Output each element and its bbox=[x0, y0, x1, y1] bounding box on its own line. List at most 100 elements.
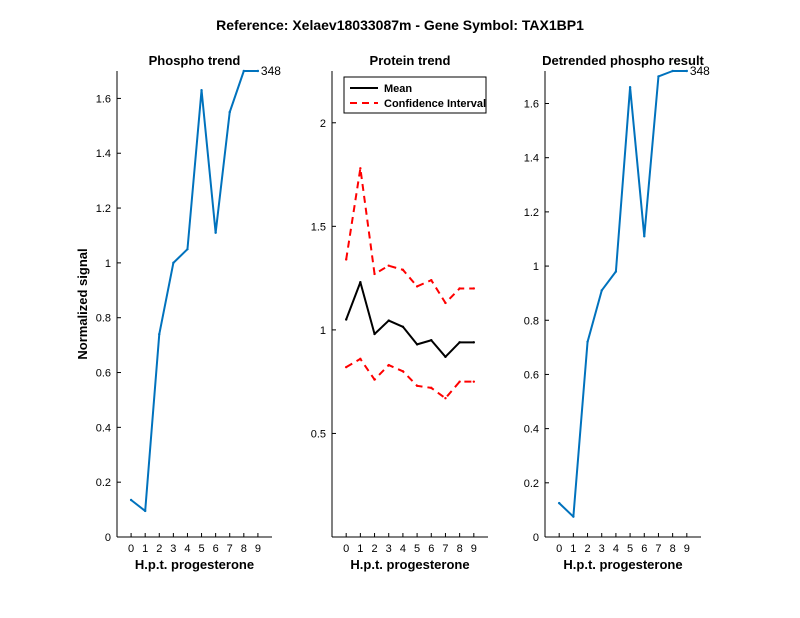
x-tick-label: 4 bbox=[613, 543, 619, 555]
y-tick-label: 0 bbox=[105, 532, 111, 544]
x-axis-label: H.p.t. progesterone bbox=[135, 557, 254, 572]
x-tick-label: 2 bbox=[371, 543, 377, 555]
x-tick-label: 4 bbox=[184, 543, 190, 555]
data-point bbox=[373, 333, 375, 335]
data-point bbox=[629, 86, 631, 88]
panel-1: 012345678900.20.40.60.811.21.41.6Phospho… bbox=[75, 53, 281, 572]
x-tick-label: 6 bbox=[213, 543, 219, 555]
x-tick-label: 0 bbox=[556, 543, 562, 555]
series-line bbox=[346, 359, 474, 398]
data-point bbox=[458, 380, 460, 382]
data-point bbox=[444, 356, 446, 358]
data-point bbox=[671, 70, 673, 72]
y-tick-label: 0.4 bbox=[96, 422, 111, 434]
legend: MeanConfidence Interval bbox=[344, 77, 486, 113]
data-point bbox=[657, 75, 659, 77]
data-point bbox=[601, 289, 603, 291]
data-point bbox=[643, 235, 645, 237]
series-2 bbox=[345, 167, 475, 304]
panel-3: 012345678900.20.40.60.811.21.41.6Detrend… bbox=[524, 53, 710, 572]
data-point bbox=[373, 273, 375, 275]
y-tick-label: 0.8 bbox=[524, 315, 539, 327]
data-point bbox=[130, 499, 132, 501]
data-point bbox=[345, 318, 347, 320]
data-point bbox=[473, 287, 475, 289]
data-point bbox=[430, 279, 432, 281]
data-point bbox=[229, 111, 231, 113]
data-point bbox=[458, 341, 460, 343]
y-tick-label: 1.2 bbox=[96, 203, 111, 215]
y-tick-label: 1.5 bbox=[311, 221, 326, 233]
data-point bbox=[430, 339, 432, 341]
x-tick-label: 8 bbox=[457, 543, 463, 555]
x-tick-label: 7 bbox=[442, 543, 448, 555]
x-tick-label: 6 bbox=[428, 543, 434, 555]
x-tick-label: 5 bbox=[627, 543, 633, 555]
y-tick-label: 0.6 bbox=[96, 368, 111, 380]
y-axis-label: Normalized signal bbox=[75, 248, 90, 359]
data-point bbox=[430, 387, 432, 389]
y-tick-label: 0.6 bbox=[524, 369, 539, 381]
y-tick-label: 0.5 bbox=[311, 428, 326, 440]
data-point bbox=[416, 285, 418, 287]
y-tick-label: 1.4 bbox=[96, 148, 111, 160]
data-point bbox=[186, 248, 188, 250]
x-tick-label: 7 bbox=[655, 543, 661, 555]
series-line bbox=[131, 71, 258, 511]
x-tick-label: 6 bbox=[641, 543, 647, 555]
y-tick-label: 2 bbox=[320, 118, 326, 130]
data-point bbox=[214, 232, 216, 234]
data-point bbox=[402, 269, 404, 271]
x-axis-label: H.p.t. progesterone bbox=[563, 557, 682, 572]
data-point bbox=[172, 262, 174, 264]
x-tick-label: 1 bbox=[357, 543, 363, 555]
y-tick-label: 0.2 bbox=[96, 477, 111, 489]
series-line bbox=[346, 168, 474, 303]
x-tick-label: 8 bbox=[241, 543, 247, 555]
x-tick-label: 8 bbox=[670, 543, 676, 555]
panel-title: Protein trend bbox=[370, 53, 451, 68]
series-1 bbox=[345, 281, 475, 358]
series-line bbox=[346, 282, 474, 357]
data-point bbox=[402, 370, 404, 372]
series-1: 348 bbox=[558, 64, 710, 518]
x-tick-label: 1 bbox=[142, 543, 148, 555]
data-point bbox=[158, 333, 160, 335]
x-tick-label: 0 bbox=[343, 543, 349, 555]
series-1: 348 bbox=[130, 64, 281, 512]
data-point bbox=[416, 385, 418, 387]
x-tick-label: 9 bbox=[255, 543, 261, 555]
data-point bbox=[144, 510, 146, 512]
data-point bbox=[373, 378, 375, 380]
data-point bbox=[473, 380, 475, 382]
data-point bbox=[558, 502, 560, 504]
x-tick-label: 3 bbox=[599, 543, 605, 555]
data-point bbox=[359, 358, 361, 360]
y-tick-label: 0 bbox=[533, 532, 539, 544]
data-point bbox=[686, 70, 688, 72]
figure-title: Reference: Xelaev18033087m - Gene Symbol… bbox=[216, 17, 584, 33]
data-point bbox=[388, 264, 390, 266]
panel-title: Detrended phospho result bbox=[542, 53, 704, 68]
x-tick-label: 4 bbox=[400, 543, 406, 555]
y-tick-label: 1 bbox=[533, 261, 539, 273]
x-tick-label: 0 bbox=[128, 543, 134, 555]
x-axis-label: H.p.t. progesterone bbox=[350, 557, 469, 572]
data-point bbox=[388, 364, 390, 366]
y-tick-label: 1 bbox=[105, 258, 111, 270]
y-tick-label: 0.2 bbox=[524, 478, 539, 490]
data-point bbox=[359, 167, 361, 169]
panel-2: 01234567890.511.52Protein trendH.p.t. pr… bbox=[311, 53, 488, 572]
data-point bbox=[402, 326, 404, 328]
y-tick-label: 1.6 bbox=[96, 93, 111, 105]
data-point bbox=[444, 302, 446, 304]
legend-entry: Mean bbox=[384, 83, 412, 95]
y-tick-label: 1.2 bbox=[524, 207, 539, 219]
x-tick-label: 5 bbox=[198, 543, 204, 555]
data-point bbox=[586, 341, 588, 343]
x-tick-label: 9 bbox=[684, 543, 690, 555]
chart-panels: 012345678900.20.40.60.811.21.41.6Phospho… bbox=[75, 53, 710, 572]
x-tick-label: 7 bbox=[227, 543, 233, 555]
series-end-label: 348 bbox=[690, 64, 710, 78]
